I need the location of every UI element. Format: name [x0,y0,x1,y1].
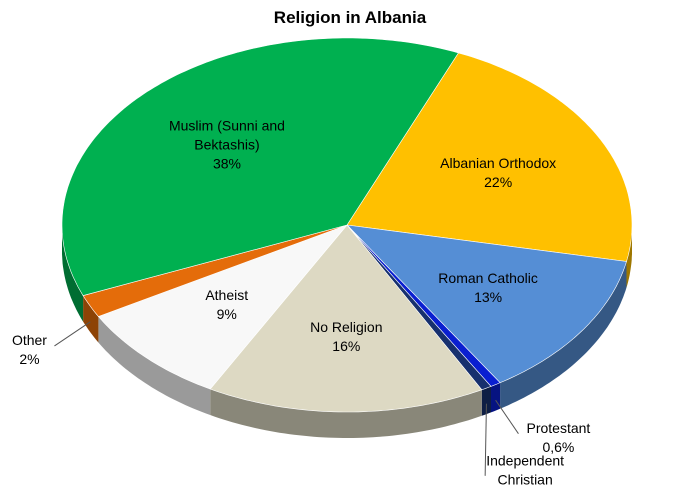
slice-label: Atheist 9% [165,286,289,324]
value-label: 0,6% [463,489,587,492]
slice [346,52,633,262]
value-label: 9% [216,305,237,322]
slice [209,224,483,413]
chart-title: Religion in Albania [273,8,427,27]
slice-side [500,261,627,409]
slice-side [83,295,99,343]
category-label: Atheist [205,286,249,303]
slice-side [210,389,482,438]
slice [82,224,348,317]
slice-side [98,316,211,415]
slice-label: Protestant 0,6% [496,419,620,457]
leader-line [484,403,487,476]
slice [346,224,627,384]
leader-line [54,321,91,347]
leader-line [495,399,519,434]
value-label: 0,6% [542,438,575,455]
value-label: 2% [19,350,40,367]
slice [61,37,459,296]
slice [97,224,348,390]
slice-side [62,225,84,322]
value-label: 13% [474,289,503,306]
slice-label: Other 2% [0,331,91,369]
slice-side [481,386,491,416]
slice-side [626,225,632,288]
value-label: 16% [332,338,361,355]
value-label: 38% [212,155,241,172]
category-label: Muslim (Sunni and Bektashis) [168,117,285,153]
category-label: Other [11,331,47,348]
slice-label: Muslim (Sunni and Bektashis) 38% [165,117,289,174]
slice-label: Albanian Orthodox 22% [436,154,560,192]
category-label: Protestant [526,419,591,436]
slice-label: Independent Christian0,6% [463,451,587,492]
category-label: Roman Catholic [438,270,538,287]
slice-side [491,382,501,413]
slice-label: No Religion 16% [284,318,408,356]
value-label: 22% [484,173,513,190]
slice-label: Roman Catholic 13% [426,269,550,307]
category-label: Independent Christian [486,452,565,488]
category-label: No Religion [310,319,383,336]
category-label: Albanian Orthodox [440,154,557,171]
